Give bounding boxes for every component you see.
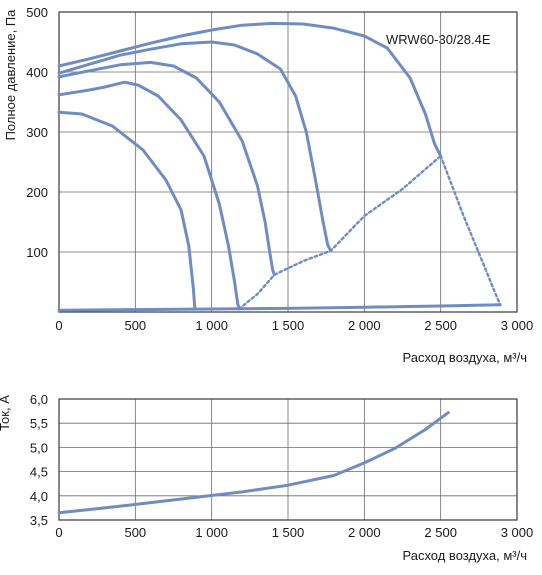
grid xyxy=(59,12,517,312)
x-tick-label: 2 500 xyxy=(424,525,457,540)
y-tick-label: 3,5 xyxy=(30,513,48,528)
x-tick-label: 3 000 xyxy=(501,525,534,540)
y-axis-label: Ток, А xyxy=(0,395,12,431)
series-line xyxy=(57,80,241,311)
series-line-dotted xyxy=(237,154,442,311)
series-line xyxy=(57,303,502,312)
series-line xyxy=(57,21,443,158)
series-line xyxy=(57,110,197,311)
series-line xyxy=(57,60,276,277)
y-tick-label: 5,5 xyxy=(30,416,48,431)
series-line xyxy=(57,411,450,515)
plot-frame xyxy=(58,398,518,521)
x-tick-label: 500 xyxy=(124,318,146,333)
y-tick-label: 6,0 xyxy=(30,392,48,407)
y-tick-label: 500 xyxy=(26,5,48,20)
y-tick-label: 400 xyxy=(26,65,48,80)
y-tick-label: 200 xyxy=(26,185,48,200)
y-tick-label: 4,0 xyxy=(30,489,48,504)
x-axis-label: Расход воздуха, м³/ч xyxy=(402,548,527,563)
current-chart: Расход воздуха, м³/ч Ток, А 0 500 1 000 1 5… xyxy=(0,392,533,563)
grid xyxy=(59,399,517,520)
x-tick-label: 0 xyxy=(55,525,62,540)
x-tick-label: 1 500 xyxy=(272,318,305,333)
plot-frame xyxy=(58,11,518,313)
y-tick-label: 4,5 xyxy=(30,465,48,480)
series-line xyxy=(57,40,333,253)
y-axis-label: Полное давление, Па xyxy=(3,9,18,141)
x-tick-label: 1 500 xyxy=(272,525,305,540)
x-tick-label: 1 000 xyxy=(195,525,228,540)
x-axis-label: Расход воздуха, м³/ч xyxy=(402,350,527,365)
chart-annotation: WRW60-30/28.4E xyxy=(386,32,491,47)
y-tick-label: 5,0 xyxy=(30,440,48,455)
x-tick-label: 2 000 xyxy=(348,318,381,333)
x-tick-label: 2 500 xyxy=(424,318,457,333)
y-tick-label: 100 xyxy=(26,245,48,260)
pressure-chart: WRW60-30/28.4E Расход воздуха, м³/ч Полн… xyxy=(3,5,533,365)
y-tick-label: 300 xyxy=(26,125,48,140)
x-tick-label: 3 000 xyxy=(501,318,534,333)
x-tick-label: 2 000 xyxy=(348,525,381,540)
x-tick-label: 1 000 xyxy=(195,318,228,333)
x-tick-label: 500 xyxy=(124,525,146,540)
x-tick-label: 0 xyxy=(55,318,62,333)
series-line-dotted xyxy=(439,154,502,306)
